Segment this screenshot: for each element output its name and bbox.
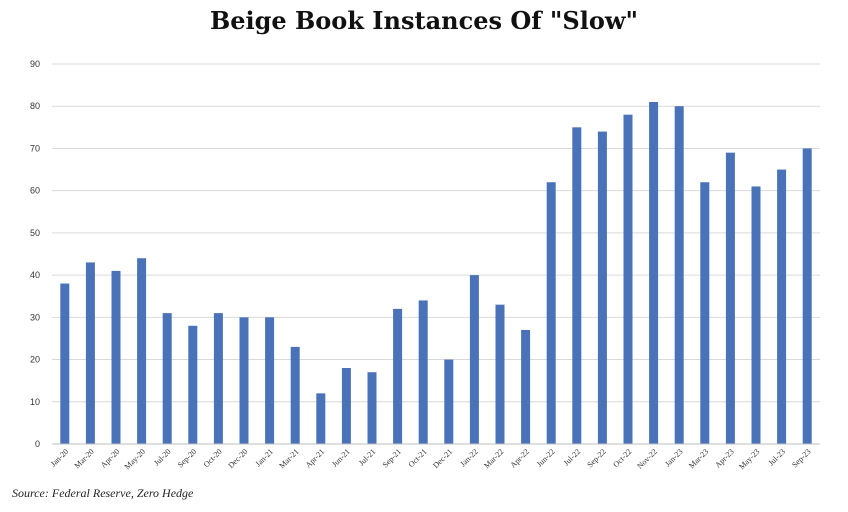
bar-jul-22 xyxy=(572,127,582,444)
bar-apr-23 xyxy=(725,152,735,444)
bar-jan-20 xyxy=(60,283,70,444)
bar-dec-21 xyxy=(444,359,454,444)
bar-jul-20 xyxy=(162,313,172,444)
y-tick-label: 0 xyxy=(35,439,40,449)
x-tick-label: Apr-20 xyxy=(99,447,122,470)
y-tick-label: 70 xyxy=(30,143,40,153)
x-tick-label: Mar-21 xyxy=(277,447,300,470)
bar-mar-21 xyxy=(290,346,300,444)
bar-apr-20 xyxy=(111,270,121,444)
y-tick-label: 50 xyxy=(30,228,40,238)
bar-sep-23 xyxy=(802,148,812,444)
x-tick-label: Mar-22 xyxy=(482,447,505,470)
x-axis-ticks: Jan-20 Mar-20 Apr-20 May-20 Jul-20 Sep-20 Oct-… xyxy=(49,447,813,471)
x-tick-label: Jul-20 xyxy=(152,447,173,468)
x-tick-label: Apr-21 xyxy=(304,447,327,470)
bar-jul-23 xyxy=(777,169,787,445)
y-axis-ticks: 0 10 20 30 40 50 60 70 80 90 xyxy=(30,59,40,449)
x-tick-label: May-20 xyxy=(123,447,147,471)
x-tick-label: Dec-21 xyxy=(431,447,454,470)
x-tick-label: Jul-21 xyxy=(357,447,378,468)
y-tick-label: 80 xyxy=(30,101,40,111)
y-tick-label: 20 xyxy=(30,355,40,365)
x-tick-label: Jan-20 xyxy=(49,447,70,468)
chart-title: Beige Book Instances Of "Slow" xyxy=(209,6,639,35)
x-tick-label: Jul-22 xyxy=(562,447,583,468)
x-tick-label: Mar-20 xyxy=(73,447,96,470)
x-tick-label: Apr-22 xyxy=(508,447,531,470)
y-tick-label: 30 xyxy=(30,312,40,322)
bar-dec-20 xyxy=(239,317,249,444)
bar-jan-22 xyxy=(469,275,479,444)
x-tick-label: Sep-21 xyxy=(381,447,403,469)
x-tick-label: Sep-22 xyxy=(585,447,607,469)
y-tick-label: 90 xyxy=(30,59,40,69)
x-tick-label: Mar-23 xyxy=(687,447,710,470)
bar-nov-22 xyxy=(649,102,659,444)
x-tick-label: Nov-22 xyxy=(635,447,659,471)
bar-mar-22 xyxy=(495,304,505,444)
x-tick-label: Oct-22 xyxy=(611,447,633,469)
source-note: Source: Federal Reserve, Zero Hedge xyxy=(12,486,194,500)
x-tick-label: May-23 xyxy=(737,447,761,471)
x-tick-label: Jan-22 xyxy=(458,447,479,468)
x-tick-label: Oct-20 xyxy=(202,447,224,469)
bar-mar-20 xyxy=(85,262,95,444)
bar-sep-21 xyxy=(393,308,403,444)
bar-jul-21 xyxy=(367,372,377,444)
bar-jan-23 xyxy=(674,106,684,444)
bar-sep-20 xyxy=(188,325,198,444)
x-tick-label: Jan-21 xyxy=(254,447,275,468)
x-tick-label: Jun-21 xyxy=(330,447,352,469)
x-tick-label: Jul-23 xyxy=(767,447,788,468)
y-tick-label: 40 xyxy=(30,270,40,280)
bar-oct-21 xyxy=(418,300,428,444)
x-tick-label: Sep-20 xyxy=(176,447,198,469)
y-tick-label: 10 xyxy=(30,397,40,407)
x-tick-label: Jun-22 xyxy=(535,447,557,469)
bar-may-20 xyxy=(137,258,147,444)
bar-sep-22 xyxy=(597,131,607,445)
bar-may-23 xyxy=(751,186,761,444)
bar-mar-23 xyxy=(700,182,710,444)
x-tick-label: Sep-23 xyxy=(790,447,812,469)
bar-jan-21 xyxy=(265,317,275,444)
x-tick-label: Apr-23 xyxy=(713,447,736,470)
bars xyxy=(60,102,812,445)
bar-apr-22 xyxy=(521,330,531,444)
x-tick-label: Oct-21 xyxy=(407,447,429,469)
gridlines xyxy=(52,63,820,445)
bar-jun-21 xyxy=(341,368,351,444)
bar-oct-20 xyxy=(213,313,223,444)
bar-oct-22 xyxy=(623,114,633,445)
x-tick-label: Jan-23 xyxy=(663,447,684,468)
x-tick-label: Dec-20 xyxy=(226,447,249,470)
bar-jun-22 xyxy=(546,182,556,444)
bar-apr-21 xyxy=(316,393,326,444)
y-tick-label: 60 xyxy=(30,186,40,196)
